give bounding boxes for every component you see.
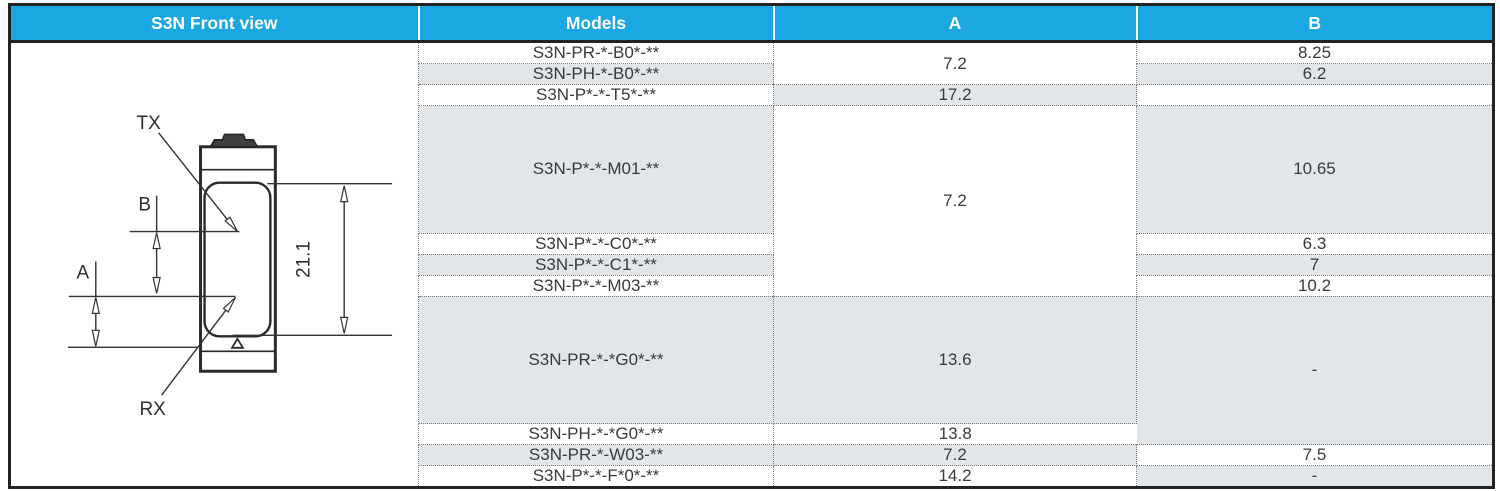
header-row: S3N Front view Models A B — [9, 4, 1494, 43]
b-cell: - — [1136, 296, 1494, 445]
a-dim-arrow-down-icon — [91, 329, 101, 347]
table-row: S3N-P*-*-C0*-** 6.3 — [10, 233, 1494, 255]
b-cell: 10.65 — [1136, 105, 1494, 234]
tx-leader-line — [158, 132, 235, 230]
reference-triangle-marker — [230, 337, 245, 349]
b-cell: 7.5 — [1136, 444, 1494, 466]
table-row: S3N-P*-*-F*0*-** 14.2 - — [10, 465, 1494, 488]
a-cell: 13.8 — [773, 423, 1137, 445]
table-row: S3N-P*-*-T5*-** 17.2 — [10, 84, 1494, 106]
b-cell: 10.2 — [1136, 275, 1494, 297]
model-cell: S3N-PR-*-*G0*-** — [418, 296, 774, 424]
table-row: B A TX RX — [9, 41, 1494, 488]
rx-arrow-icon — [222, 296, 236, 313]
height-dim-arrow-down-icon — [339, 316, 349, 334]
rx-leader-line — [161, 300, 234, 396]
b-cell: 6.2 — [1136, 63, 1494, 85]
table-row: S3N-P*-*-C1*-** 7 — [10, 254, 1494, 276]
front-view-cell: B A TX RX — [9, 41, 419, 488]
table-row: S3N-PH-*-*G0*-** 13.8 — [10, 423, 1494, 445]
header-front-view: S3N Front view — [9, 4, 420, 43]
a-cell: 7.2 — [773, 41, 1137, 85]
height-dim-arrow-up-icon — [339, 185, 349, 203]
model-cell: S3N-PR-*-B0*-** — [418, 41, 774, 64]
sensor-top-cap — [209, 133, 259, 148]
b-label: B — [138, 195, 151, 216]
a-cell: 14.2 — [773, 465, 1137, 488]
b-cell: 6.3 — [1136, 233, 1494, 255]
table-row: S3N-PR-*-W03-** 7.2 7.5 — [10, 444, 1494, 466]
b-cell — [1136, 84, 1494, 106]
model-cell: S3N-PH-*-*G0*-** — [418, 423, 774, 445]
table-row: S3N-P*-*-M01-** 7.2 10.65 — [10, 105, 1494, 297]
b-cell: - — [1136, 465, 1494, 488]
a-cell: 17.2 — [773, 84, 1137, 106]
table-row: S3N-P*-*-M03-** 10.2 — [10, 275, 1494, 297]
model-cell: S3N-P*-*-M03-** — [418, 275, 774, 297]
tx-arrow-icon — [224, 216, 238, 233]
b-dim-arrow-down-icon — [152, 276, 161, 294]
b-cell: 7 — [1136, 254, 1494, 276]
a-cell: 7.2 — [773, 105, 1137, 297]
model-cell: S3N-P*-*-M01-** — [418, 105, 774, 234]
model-cell: S3N-P*-*-F*0*-** — [418, 465, 774, 488]
b-dim-arrow-up-icon — [152, 232, 161, 250]
header-col-b: B — [1136, 4, 1494, 43]
rx-label: RX — [139, 399, 166, 420]
header-models: Models — [418, 4, 775, 43]
tx-label: TX — [137, 113, 162, 134]
sensor-window — [203, 181, 272, 338]
model-cell: S3N-PH-*-B0*-** — [418, 63, 774, 85]
model-cell: S3N-PR-*-W03-** — [418, 444, 774, 466]
b-cell: 8.25 — [1136, 41, 1494, 64]
height-dim-label: 21.1 — [293, 241, 314, 278]
a-dim-arrow-up-icon — [91, 297, 101, 314]
a-cell: 13.6 — [773, 296, 1137, 424]
a-cell: 7.2 — [773, 444, 1137, 466]
header-col-a: A — [773, 4, 1138, 43]
table-row: S3N-PR-*-*G0*-** 13.6 - — [10, 296, 1494, 445]
sensor-body-outline — [199, 145, 277, 373]
table-row: S3N-PH-*-B0*-** 6.2 — [10, 63, 1494, 85]
model-cell: S3N-P*-*-C1*-** — [418, 254, 774, 276]
spec-table: S3N Front view Models A B — [8, 3, 1495, 489]
model-cell: S3N-P*-*-T5*-** — [418, 84, 774, 106]
a-label: A — [77, 262, 90, 283]
front-view-diagram: B A TX RX — [67, 113, 393, 420]
model-cell: S3N-P*-*-C0*-** — [418, 233, 774, 255]
